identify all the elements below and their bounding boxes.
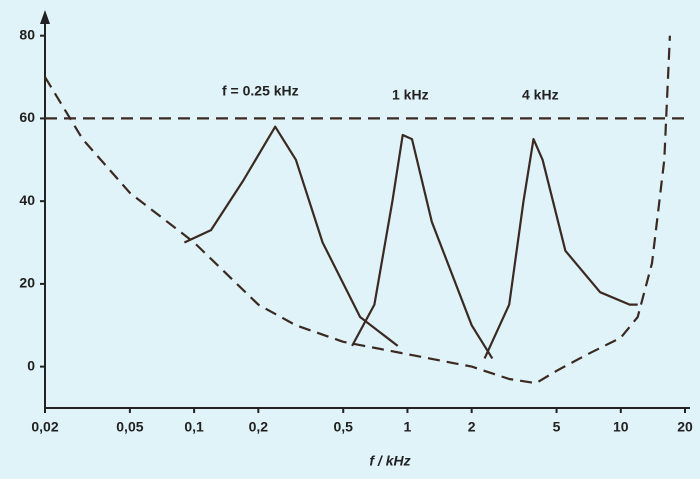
x-tick-label: 0,2 [249, 419, 269, 435]
y-axis-arrow [40, 10, 50, 24]
x-tick-label: 10 [613, 419, 629, 435]
x-tick-label: 0,05 [116, 419, 143, 435]
y-tick-label: 20 [19, 275, 35, 291]
x-tick-label: 0,5 [333, 419, 353, 435]
y-tick-label: 80 [19, 26, 35, 42]
series-line [183, 125, 399, 347]
x-tick-label: 2 [468, 419, 476, 435]
y-tick-label: 40 [19, 192, 35, 208]
x-axis-label: f / kHz [369, 453, 410, 469]
x-tick-label: 5 [553, 419, 561, 435]
y-tick-label: 0 [27, 357, 35, 373]
x-tick-label: 0,1 [184, 419, 204, 435]
x-tick-label: 0,02 [31, 419, 58, 435]
series-line [351, 133, 494, 359]
x-tick-label: 20 [677, 419, 693, 435]
series-line [44, 35, 671, 385]
x-tick-label: 1 [404, 419, 412, 435]
annotation: 4 kHz [522, 87, 559, 103]
y-tick-label: 60 [19, 109, 35, 125]
annotation: 1 kHz [392, 87, 429, 103]
series-line [483, 138, 638, 359]
annotation: f = 0.25 kHz [222, 83, 299, 99]
